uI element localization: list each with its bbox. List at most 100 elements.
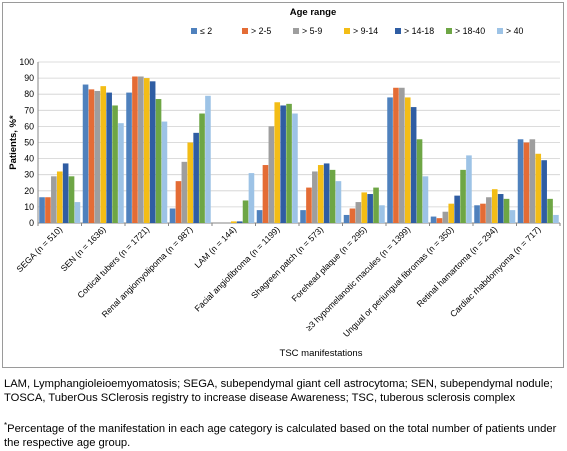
legend-label: > 40 xyxy=(506,26,523,36)
bar xyxy=(112,105,118,223)
x-axis-label: TSC manifestations xyxy=(280,348,363,359)
bar xyxy=(118,123,124,223)
bar xyxy=(355,202,362,223)
y-tick-label: 40 xyxy=(24,154,34,164)
bar xyxy=(280,105,286,223)
bar xyxy=(349,208,356,223)
bar xyxy=(274,102,281,223)
bar xyxy=(268,126,275,223)
bar xyxy=(143,78,150,223)
legend-swatch xyxy=(293,28,299,34)
y-tick-label: 20 xyxy=(24,186,34,196)
chart-frame: Age range ≤ 2 > 2-5 > 5-9 > 9-14 > 14-18 > 18-… xyxy=(2,2,564,368)
bar xyxy=(410,107,417,223)
bar xyxy=(503,198,510,223)
bar xyxy=(404,97,411,223)
legend-label: > 18-40 xyxy=(455,26,485,36)
bar xyxy=(306,187,312,223)
bar xyxy=(486,197,492,223)
y-tick-label: 0 xyxy=(29,218,34,228)
bar xyxy=(454,195,460,223)
x-tick-label: Forehead plaque (n = 295) xyxy=(289,224,368,303)
bar xyxy=(300,210,306,223)
bar xyxy=(317,165,324,223)
bar xyxy=(367,194,373,223)
legend-label: > 9-14 xyxy=(353,26,378,36)
bar xyxy=(230,221,237,223)
bar xyxy=(82,84,89,223)
bar xyxy=(94,90,101,223)
bar xyxy=(286,103,292,223)
bar xyxy=(161,121,168,223)
bar xyxy=(474,205,480,223)
bar xyxy=(62,163,69,223)
legend-swatch xyxy=(191,28,197,34)
x-tick-label: Facial angiofibroma (n = 1199) xyxy=(192,224,281,313)
legend-swatch xyxy=(497,28,503,34)
bar xyxy=(74,202,81,223)
y-tick-label: 80 xyxy=(24,89,34,99)
bar xyxy=(466,155,472,223)
x-tick-label: Cortical tubers (n = 1721) xyxy=(75,224,151,300)
legend-swatch xyxy=(242,28,248,34)
legend-title: Age range xyxy=(290,7,336,18)
bar xyxy=(387,97,393,223)
bar xyxy=(329,169,336,223)
bar xyxy=(39,197,45,223)
abbreviations-caption: LAM, Lymphangioleioemyomatosis; SEGA, su… xyxy=(4,378,553,405)
bar xyxy=(422,176,429,223)
bar xyxy=(45,197,51,223)
x-tick-label: Retinal hamartoma (n = 294) xyxy=(415,224,500,309)
bar xyxy=(373,187,379,223)
bar xyxy=(106,92,112,223)
legend-label: > 14-18 xyxy=(404,26,434,36)
bar xyxy=(248,173,255,223)
bar xyxy=(88,89,95,224)
bar xyxy=(517,139,524,223)
bar xyxy=(175,181,182,223)
bar xyxy=(199,113,205,223)
bar xyxy=(361,192,368,223)
bar xyxy=(416,139,423,223)
bar xyxy=(256,210,263,223)
bar xyxy=(497,194,504,223)
bar xyxy=(541,160,547,223)
y-tick-label: 30 xyxy=(24,170,34,180)
bar xyxy=(491,189,498,223)
y-tick-label: 70 xyxy=(24,105,34,115)
legend-label: > 2-5 xyxy=(251,26,271,36)
bar xyxy=(242,200,249,223)
x-tick-label: Renal angiomyolipoma (n = 987) xyxy=(100,224,195,319)
bar xyxy=(181,161,188,223)
legend-swatch xyxy=(344,28,350,34)
y-tick-label: 50 xyxy=(24,138,34,148)
bar xyxy=(187,142,194,223)
bar xyxy=(335,181,342,223)
footnote-caption: *Percentage of the manifestation in each… xyxy=(4,419,564,451)
bar xyxy=(51,176,57,223)
legend-label: > 5-9 xyxy=(302,26,322,36)
footnote-text: Percentage of the manifestation in each … xyxy=(4,423,557,450)
bar xyxy=(126,92,132,223)
bar xyxy=(312,171,318,223)
bar xyxy=(393,87,399,223)
bar xyxy=(448,203,455,223)
bar xyxy=(205,95,211,223)
y-tick-label: 90 xyxy=(24,73,34,83)
bar xyxy=(460,169,466,223)
x-tick-label: Cardiac rhabdomyoma (n = 717) xyxy=(448,224,543,319)
bar xyxy=(480,203,486,223)
legend-swatch xyxy=(446,28,452,34)
bar xyxy=(100,86,107,224)
bar xyxy=(149,81,156,223)
bar xyxy=(379,205,385,223)
y-tick-label: 10 xyxy=(24,202,34,212)
legend-swatch xyxy=(395,28,401,34)
bar xyxy=(169,208,176,223)
x-tick-label: LAM (n = 144) xyxy=(192,224,238,270)
bar xyxy=(547,198,553,223)
bar xyxy=(343,214,350,223)
legend-label: ≤ 2 xyxy=(200,26,212,36)
bar xyxy=(529,139,536,223)
x-tick-label: Shagreen patch (n = 573) xyxy=(249,224,325,300)
